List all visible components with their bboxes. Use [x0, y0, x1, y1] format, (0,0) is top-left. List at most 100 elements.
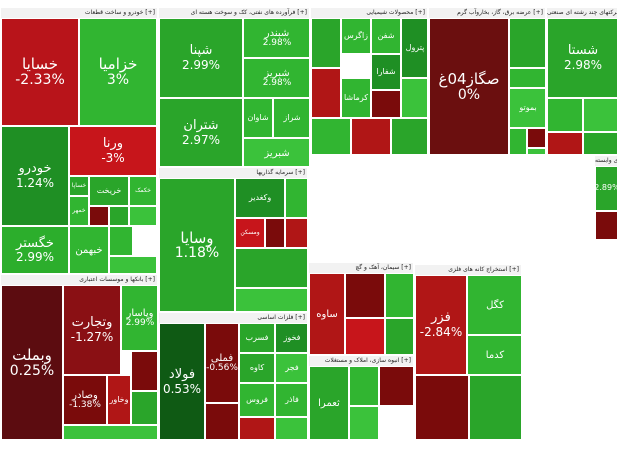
treemap-tile[interactable]: خگستر 2.99% — [1, 226, 69, 273]
sector-6[interactable]: سرمایه گذاریها [+] وسایا 1.18% وکغدیر ومسکن — [158, 167, 308, 312]
treemap-tile[interactable] — [595, 211, 617, 239]
treemap-tile[interactable]: فسرب — [239, 323, 275, 353]
treemap-tile[interactable]: خساپا — [69, 176, 89, 196]
treemap-tile[interactable] — [547, 132, 583, 154]
treemap-tile[interactable]: بموتو — [509, 88, 545, 128]
treemap-tile[interactable]: کرماشا — [341, 78, 371, 118]
sector-header[interactable]: انبوه سازی، املاک و مستغلات [+] — [309, 356, 413, 366]
treemap-tile[interactable]: شراز — [273, 98, 309, 138]
treemap-tile[interactable]: شفارا — [371, 54, 401, 90]
treemap-tile[interactable] — [385, 318, 413, 354]
treemap-tile[interactable] — [349, 406, 379, 439]
treemap-tile[interactable]: کاوه — [239, 353, 275, 383]
treemap-tile[interactable] — [379, 366, 413, 406]
treemap-tile[interactable]: وصادر -1.38% — [63, 375, 107, 425]
treemap-tile[interactable] — [469, 375, 521, 439]
treemap-tile[interactable]: فجر — [275, 353, 307, 383]
treemap-tile[interactable]: خسایا -2.33% — [1, 18, 79, 126]
sector-5[interactable]: بانکها و موسسات اعتباری [+] وبملت 0.25% وتج… — [0, 274, 158, 440]
treemap-tile[interactable]: شاوان — [243, 98, 273, 138]
treemap-tile[interactable] — [345, 318, 385, 354]
sector-header[interactable]: شرکتهای چند رشته ای صنعتی [+] — [547, 8, 617, 18]
sector-4[interactable]: فلزات اساسی [+] فولاد 0.53% فملی -0.56% فسرب ف… — [158, 312, 308, 440]
treemap-tile[interactable]: وسایا 1.18% — [159, 178, 235, 311]
treemap-tile[interactable] — [583, 98, 617, 132]
sector-header[interactable]: فلزات اساسی [+] — [159, 313, 307, 323]
sector-header[interactable]: خودرو و ساخت قطعات [+] — [1, 8, 157, 18]
treemap-tile[interactable]: کدما — [467, 335, 521, 375]
treemap-tile[interactable]: فروس — [239, 383, 275, 417]
treemap-tile[interactable] — [89, 206, 109, 226]
treemap-tile[interactable] — [235, 288, 307, 311]
treemap-tile[interactable]: شتران 2.97% — [159, 98, 243, 166]
treemap-tile[interactable] — [391, 118, 427, 154]
sector-3[interactable]: عرضه برق، گاز، بخاروآب گرم [+] صگاز04غ 0% ب… — [428, 7, 546, 155]
treemap-tile[interactable] — [129, 206, 157, 226]
sector-header[interactable]: رایانه و فعالیت‌های وابسته [+] — [595, 156, 617, 166]
treemap-tile[interactable] — [109, 206, 129, 226]
sector-2[interactable]: محصولات شیمیایی [+] زاگرس شفن پترول شفارا کرم… — [310, 7, 428, 155]
treemap-tile[interactable]: صگاز04غ 0% — [429, 18, 509, 154]
treemap-tile[interactable] — [401, 78, 427, 118]
treemap-tile[interactable]: وکغدیر — [235, 178, 285, 218]
treemap-tile[interactable] — [349, 366, 379, 406]
treemap-tile[interactable] — [509, 18, 545, 68]
treemap-tile[interactable]: وخاور — [107, 375, 131, 425]
sector-header[interactable]: محصولات شیمیایی [+] — [311, 8, 427, 18]
treemap-tile[interactable]: فاذر — [275, 383, 307, 417]
sector-8[interactable]: انبوه سازی، املاک و مستغلات [+] ثعمرا — [308, 355, 414, 440]
treemap-tile[interactable]: ثعمرا — [309, 366, 349, 439]
treemap-tile[interactable]: فولاد 0.53% — [159, 323, 205, 439]
treemap-tile[interactable] — [351, 118, 391, 154]
treemap-tile[interactable]: 2.89% — [595, 166, 617, 211]
sector-11[interactable]: رایانه و فعالیت‌های وابسته [+] 2.89% — [594, 155, 618, 240]
sector-header[interactable]: عرضه برق، گاز، بخاروآب گرم [+] — [429, 8, 545, 18]
sector-header[interactable]: فرآورده های نفتی، کک و سوخت هسته ای [+] — [159, 8, 309, 18]
treemap-tile[interactable] — [547, 98, 583, 132]
treemap-tile[interactable]: خزامیا 3% — [79, 18, 157, 126]
treemap-tile[interactable] — [583, 132, 617, 154]
treemap-tile[interactable] — [131, 391, 157, 425]
treemap-tile[interactable]: زاگرس — [341, 18, 371, 54]
treemap-tile[interactable] — [385, 273, 413, 318]
treemap-tile[interactable] — [509, 68, 545, 88]
treemap-tile[interactable] — [285, 178, 307, 218]
treemap-tile[interactable] — [239, 417, 275, 439]
treemap-tile[interactable] — [371, 90, 401, 118]
treemap-tile[interactable] — [311, 18, 341, 68]
treemap-tile[interactable]: شبریز 2.98% — [243, 58, 309, 98]
treemap-tile[interactable]: خودرو 1.24% — [1, 126, 69, 226]
treemap-tile[interactable] — [109, 256, 157, 273]
treemap-tile[interactable]: فزر -2.84% — [415, 275, 467, 375]
treemap-tile[interactable]: فخوز — [275, 323, 307, 353]
treemap-tile[interactable] — [415, 375, 469, 439]
treemap-tile[interactable] — [265, 218, 285, 248]
treemap-tile[interactable] — [235, 248, 307, 288]
treemap-tile[interactable]: خمهر — [69, 196, 89, 226]
treemap-tile[interactable]: شبندر 2.98% — [243, 18, 309, 58]
treemap-tile[interactable]: شستا 2.98% — [547, 18, 617, 98]
treemap-tile[interactable] — [527, 148, 545, 154]
treemap-tile[interactable]: شفن — [371, 18, 401, 54]
treemap-tile[interactable]: پترول — [401, 18, 427, 78]
sector-header[interactable]: سرمایه گذاریها [+] — [159, 168, 307, 178]
treemap-tile[interactable]: خریخت — [89, 176, 129, 206]
treemap-tile[interactable]: وبملت 0.25% — [1, 285, 63, 439]
sector-header[interactable]: بانکها و موسسات اعتباری [+] — [1, 275, 157, 285]
treemap-tile[interactable] — [205, 403, 239, 439]
treemap-tile[interactable]: فملی -0.56% — [205, 323, 239, 403]
treemap-tile[interactable]: ورنا -3% — [69, 126, 157, 176]
treemap-tile[interactable] — [131, 351, 157, 391]
treemap-tile[interactable]: وپاسار 2.99% — [121, 285, 157, 351]
sector-7[interactable]: سیمان، آهک و گچ [+] ساوه — [308, 262, 414, 355]
treemap-tile[interactable] — [275, 417, 307, 439]
treemap-tile[interactable]: ومسکن — [235, 218, 265, 248]
treemap-tile[interactable] — [345, 273, 385, 318]
treemap-tile[interactable]: خبهمن — [69, 226, 109, 273]
treemap-tile[interactable]: خکمک — [129, 176, 157, 206]
treemap-tile[interactable]: ساوه — [309, 273, 345, 354]
sector-0[interactable]: خودرو و ساخت قطعات [+] خسایا -2.33% خزامیا 3… — [0, 7, 158, 274]
treemap-tile[interactable] — [509, 128, 527, 154]
treemap-tile[interactable] — [527, 128, 545, 148]
